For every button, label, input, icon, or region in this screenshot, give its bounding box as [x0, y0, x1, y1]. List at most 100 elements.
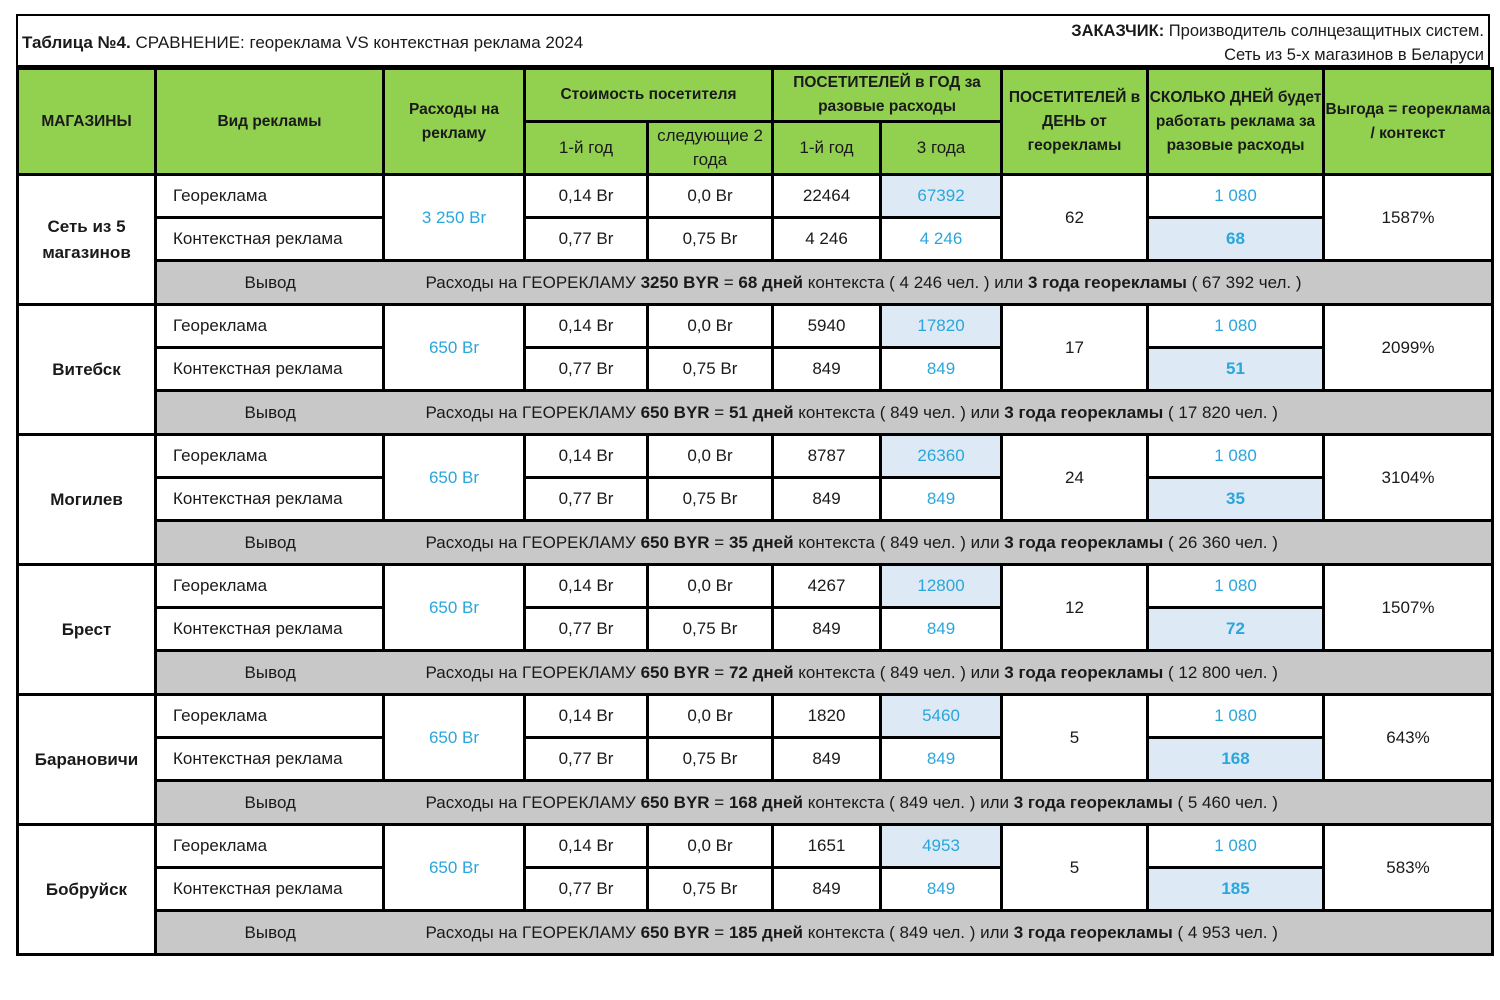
conclusion-days: 35 дней [728, 532, 794, 552]
conclusion-text: Расходы на ГЕОРЕКЛАМУ 650 BYR = 185 дней… [383, 909, 1495, 956]
geo-cost-y1: 0,14 Br [523, 693, 649, 739]
table-row-context: Контекстная реклама 0,77 Br 0,75 Br 849 849 3… [18, 476, 1493, 522]
comparison-table: МАГАЗИНЫ Вид рекламы Расходы на рекламу … [16, 67, 1495, 956]
ctx-cost-y1: 0,77 Br [523, 476, 649, 522]
geo-days: 1 080 [1146, 303, 1326, 349]
conclusion-part: ( 4 953 чел. ) [1172, 922, 1278, 942]
geo-visitors-y1: 1820 [771, 693, 883, 739]
conclusion-spend: 650 BYR [640, 792, 710, 812]
ctx-visitors-y1: 849 [771, 346, 883, 392]
conclusion-geo-term: 3 года георекламы [1027, 272, 1187, 292]
visitors-per-day: 62 [1000, 173, 1150, 262]
ctx-cost-y1: 0,77 Br [523, 216, 649, 262]
ad-type-geo: Геореклама [154, 563, 385, 609]
ad-type-geo: Геореклама [154, 693, 385, 739]
ctx-visitors-3y: 4 246 [879, 216, 1004, 262]
geo-cost-next: 0,0 Br [645, 433, 775, 479]
conclusion-label: Вывод [154, 259, 384, 306]
ad-type-geo: Геореклама [154, 303, 385, 349]
store-name: Барановичи [16, 693, 157, 826]
spend-value: 650 Br [382, 303, 526, 392]
conclusion-spend: 650 BYR [640, 532, 710, 552]
ctx-visitors-3y: 849 [879, 736, 1004, 782]
ctx-visitors-3y: 849 [879, 476, 1004, 522]
table-number: Таблица №4. [22, 33, 131, 52]
table-row-geo: Бобруйск Геореклама 650 Br 0,14 Br 0,0 Br 165… [16, 823, 1495, 956]
conclusion-label: Вывод [154, 649, 384, 696]
header-ad-type: Вид рекламы [154, 67, 385, 176]
conclusion-part: контекста ( 849 чел. ) или [793, 402, 1005, 422]
conclusion-text: Расходы на ГЕОРЕКЛАМУ 650 BYR = 168 дней… [383, 779, 1495, 826]
geo-cost-y1: 0,14 Br [523, 303, 649, 349]
geo-cost-y1: 0,14 Br [523, 433, 649, 479]
ctx-cost-next: 0,75 Br [645, 866, 775, 912]
ctx-cost-y1: 0,77 Br [523, 346, 649, 392]
conclusion-part: контекста ( 4 246 чел. ) или [803, 272, 1028, 292]
geo-days: 1 080 [1146, 173, 1326, 219]
geo-cost-next: 0,0 Br [645, 563, 775, 609]
table-row-geo: Брест Геореклама 650 Br 0,14 Br 0,0 Br 4267 12… [16, 563, 1495, 696]
conclusion-part: контекста ( 849 чел. ) или [793, 532, 1005, 552]
conclusion-spend: 650 BYR [640, 662, 710, 682]
conclusion-part: Расходы на ГЕОРЕКЛАМУ [425, 272, 641, 292]
conclusion-days: 168 дней [728, 792, 803, 812]
ctx-cost-next: 0,75 Br [645, 476, 775, 522]
geo-cost-next: 0,0 Br [645, 823, 775, 869]
ctx-cost-y1: 0,77 Br [523, 736, 649, 782]
conclusion-text: Расходы на ГЕОРЕКЛАМУ 650 BYR = 72 дней … [383, 649, 1495, 696]
store-name: Бобруйск [16, 823, 157, 956]
geo-visitors-3y: 67392 [879, 173, 1004, 219]
ad-type-context: Контекстная реклама [154, 866, 385, 912]
conclusion-part: = [719, 272, 739, 292]
table-row-conclusion: Вывод Расходы на ГЕОРЕКЛАМУ 650 BYR = 51 … [18, 389, 1495, 436]
conclusion-part: контекста ( 849 чел. ) или [803, 792, 1014, 812]
ctx-visitors-3y: 849 [879, 866, 1004, 912]
conclusion-geo-term: 3 года георекламы [1013, 922, 1173, 942]
store-name: Витебск [16, 303, 157, 436]
conclusion-spend: 650 BYR [640, 922, 710, 942]
geo-cost-y1: 0,14 Br [523, 823, 649, 869]
geo-visitors-3y: 26360 [879, 433, 1004, 479]
benefit-value: 583% [1322, 823, 1495, 912]
conclusion-label: Вывод [154, 779, 384, 826]
ctx-visitors-y1: 849 [771, 476, 883, 522]
conclusion-geo-term: 3 года георекламы [1004, 402, 1164, 422]
ad-type-geo: Геореклама [154, 823, 385, 869]
ctx-visitors-y1: 849 [771, 736, 883, 782]
geo-cost-next: 0,0 Br [645, 693, 775, 739]
conclusion-part: = [709, 662, 729, 682]
conclusion-part: Расходы на ГЕОРЕКЛАМУ [425, 662, 641, 682]
table-row-conclusion: Вывод Расходы на ГЕОРЕКЛАМУ 650 BYR = 168… [18, 779, 1495, 826]
conclusion-part: ( 26 360 чел. ) [1163, 532, 1278, 552]
ctx-days: 51 [1146, 346, 1326, 392]
header-visitors-day: ПОСЕТИТЕЛЕЙ в ДЕНЬ от георекламы [1000, 67, 1150, 176]
geo-visitors-y1: 22464 [771, 173, 883, 219]
ad-type-context: Контекстная реклама [154, 216, 385, 262]
store-name: Могилев [16, 433, 157, 566]
table-row-conclusion: Вывод Расходы на ГЕОРЕКЛАМУ 650 BYR = 185… [18, 909, 1495, 956]
conclusion-geo-term: 3 года георекламы [1013, 792, 1173, 812]
header-cost-next: следующие 2 года [645, 120, 775, 176]
store-name: Брест [16, 563, 157, 696]
conclusion-days: 68 дней [738, 272, 803, 292]
conclusion-text: Расходы на ГЕОРЕКЛАМУ 3250 BYR = 68 дней… [383, 259, 1495, 306]
table-row-context: Контекстная реклама 0,77 Br 0,75 Br 849 849 7… [18, 606, 1493, 652]
table-row-context: Контекстная реклама 0,77 Br 0,75 Br 849 849 1… [18, 736, 1493, 782]
conclusion-part: ( 67 392 чел. ) [1186, 272, 1302, 292]
geo-days: 1 080 [1146, 433, 1326, 479]
header-stores: МАГАЗИНЫ [16, 67, 157, 176]
ctx-days: 68 [1146, 216, 1326, 262]
table-caption: СРАВНЕНИЕ: геореклама VS контекстная рек… [130, 33, 584, 52]
visitors-per-day: 24 [1000, 433, 1150, 522]
geo-cost-y1: 0,14 Br [523, 563, 649, 609]
table-row-context: Контекстная реклама 0,77 Br 0,75 Br 4 246 4 … [18, 216, 1493, 262]
table-row-geo: Сеть из 5 магазинов Геореклама 3 250 Br 0,1… [16, 173, 1495, 306]
conclusion-part: контекста ( 849 чел. ) или [803, 922, 1014, 942]
ctx-visitors-y1: 4 246 [771, 216, 883, 262]
geo-visitors-3y: 4953 [879, 823, 1004, 869]
conclusion-part: Расходы на ГЕОРЕКЛАМУ [425, 792, 641, 812]
table-row-context: Контекстная реклама 0,77 Br 0,75 Br 849 849 5… [18, 346, 1493, 392]
table-row-geo: Витебск Геореклама 650 Br 0,14 Br 0,0 Br 5940… [16, 303, 1495, 436]
benefit-value: 1587% [1322, 173, 1495, 262]
geo-visitors-y1: 8787 [771, 433, 883, 479]
